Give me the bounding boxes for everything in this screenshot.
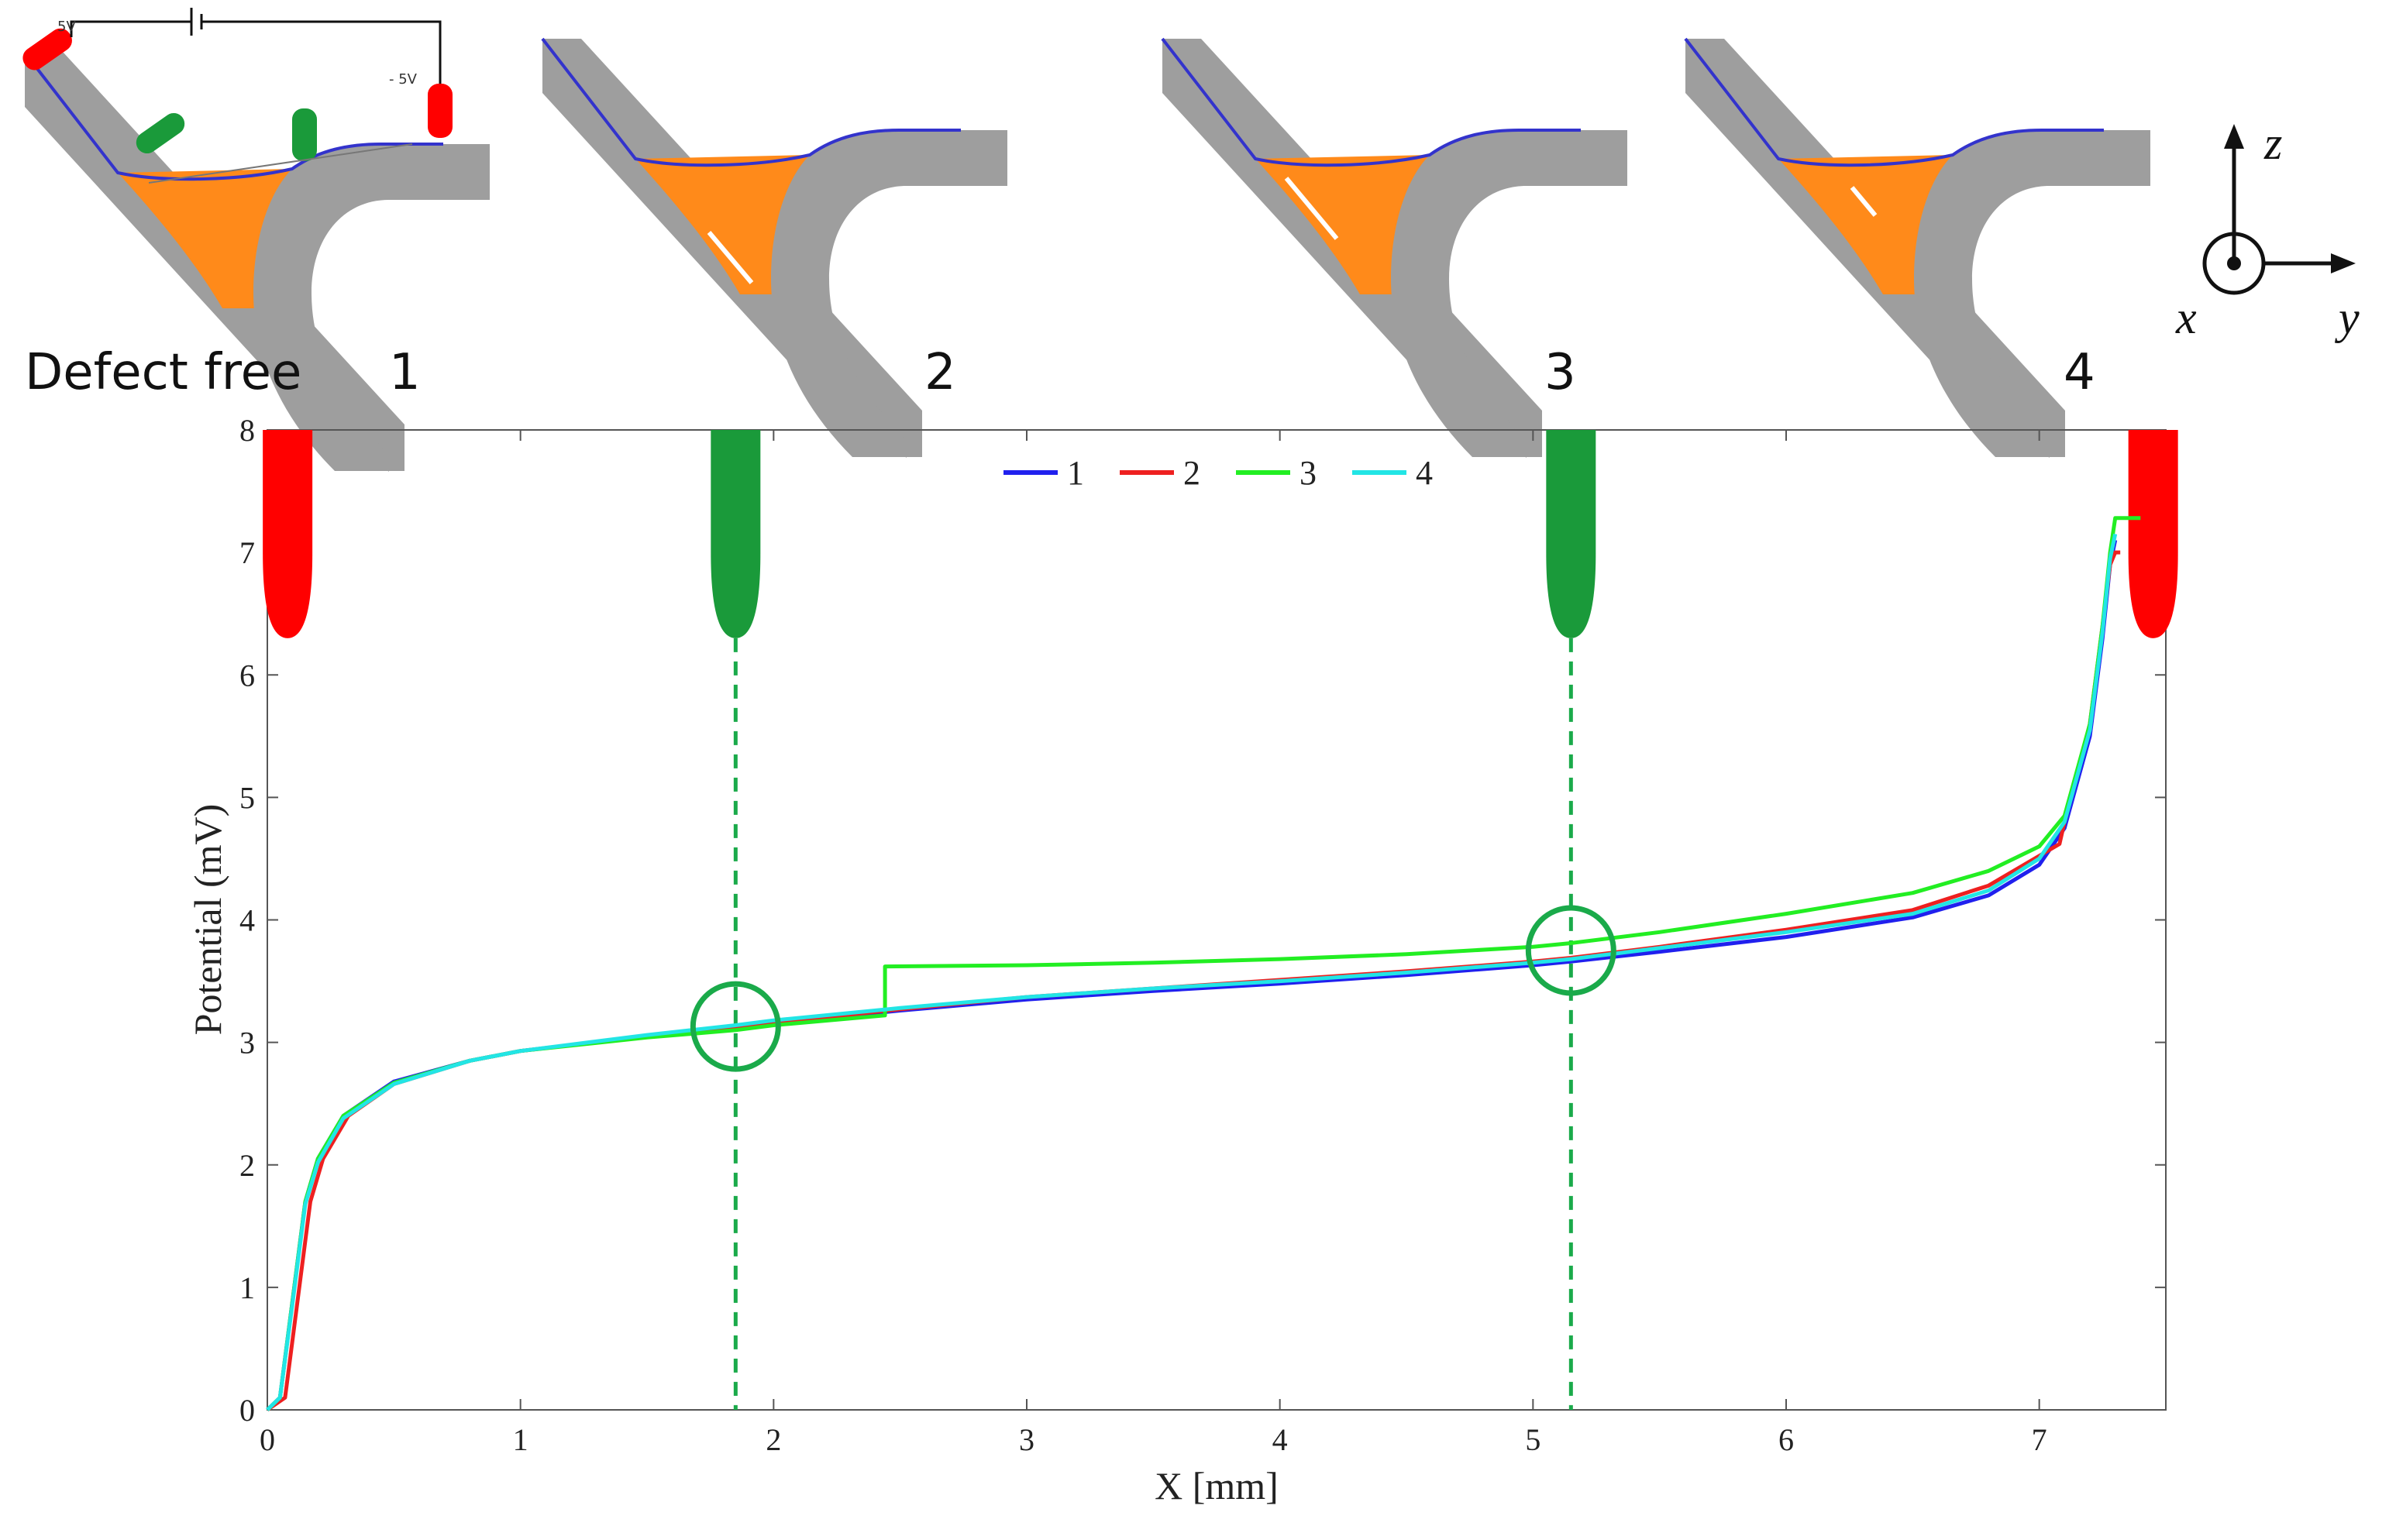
series-line-4	[266, 533, 2118, 1411]
defect-3	[1284, 177, 1339, 240]
y-tick-label: 0	[239, 1393, 255, 1428]
y-tick-label: 5	[239, 780, 255, 815]
plot-area: 0 1 2 3 4 5 6 7 0 1 2 3 4 5 6 7 8 1 2 3 4 X [mm] Potential …	[186, 413, 2178, 1507]
x-tick-label: 2	[766, 1422, 781, 1457]
voltage-minus-label: - 5V	[389, 71, 418, 88]
series-line-3	[266, 516, 2141, 1411]
y-axis-title: Potential (mV)	[186, 804, 229, 1036]
x-tick-label: 0	[260, 1422, 275, 1457]
legend-label-3: 3	[1299, 454, 1317, 492]
schematic-panel-1: 5V - 5V	[22, 8, 491, 473]
series-lines	[266, 516, 2141, 1412]
current-probe-marker-right	[2128, 430, 2178, 638]
axis-ticks: 0 1 2 3 4 5 6 7 0 1 2 3 4 5 6 7 8	[239, 413, 2166, 1457]
series-line-1	[266, 539, 2118, 1411]
z-axis-label: z	[2263, 118, 2282, 169]
probe-wire	[70, 20, 191, 37]
case-label-3: 3	[1544, 344, 1576, 401]
voltage-probe-marker-2	[1546, 430, 1596, 638]
measurement-circles	[690, 905, 1616, 1072]
y-tick-label: 4	[239, 903, 255, 938]
defect-free-label: Defect free	[25, 344, 301, 401]
x-tick-label: 3	[1019, 1422, 1034, 1457]
series-line-2	[266, 550, 2121, 1412]
x-tick-label: 1	[513, 1422, 528, 1457]
y-tick-label: 8	[239, 413, 255, 448]
voltage-probe-marker-1	[711, 430, 761, 638]
current-probe-marker-left	[263, 430, 313, 638]
legend: 1 2 3 4	[1003, 454, 1433, 492]
y-tick-label: 7	[239, 535, 255, 570]
current-probe-left	[22, 28, 72, 70]
y-arrow-head	[2331, 253, 2356, 273]
defect-2	[707, 231, 754, 284]
probe-annotations	[263, 430, 2178, 1410]
defect-4	[1850, 186, 1878, 217]
case-label-2: 2	[924, 344, 956, 401]
case-label-4: 4	[2064, 344, 2095, 401]
probe-ruler	[148, 143, 413, 184]
coordinate-system: z x y	[2175, 118, 2360, 343]
x-out-of-page-icon	[2202, 232, 2266, 295]
x-axis-title: X [mm]	[1155, 1464, 1279, 1507]
x-tick-label: 4	[1272, 1422, 1288, 1457]
current-probe-right	[428, 84, 453, 138]
schematic-panel-4	[1684, 37, 2152, 459]
voltage-probe-1	[136, 112, 185, 154]
y-tick-label: 2	[239, 1148, 255, 1183]
schematic-panel-2	[541, 37, 1009, 459]
measurement-circle-2	[1525, 905, 1616, 996]
y-axis-glyph: y	[2334, 292, 2360, 343]
legend-label-2: 2	[1183, 454, 1200, 492]
x-tick-label: 6	[1778, 1422, 1794, 1457]
measurement-circle-1	[690, 981, 781, 1072]
z-arrow-head	[2224, 124, 2244, 149]
voltage-probe-2	[292, 108, 317, 161]
legend-label-1: 1	[1067, 454, 1084, 492]
case-label-1: 1	[389, 344, 421, 401]
y-tick-label: 6	[239, 658, 255, 693]
x-axis-glyph: x	[2175, 292, 2197, 343]
schematic-panel-3	[1161, 37, 1629, 459]
y-tick-label: 3	[239, 1026, 255, 1060]
x-tick-label: 7	[2032, 1422, 2047, 1457]
voltage-plus-label: 5V	[57, 19, 76, 35]
legend-label-4: 4	[1416, 454, 1433, 492]
x-tick-label: 5	[1525, 1422, 1540, 1457]
y-tick-label: 1	[239, 1270, 255, 1305]
